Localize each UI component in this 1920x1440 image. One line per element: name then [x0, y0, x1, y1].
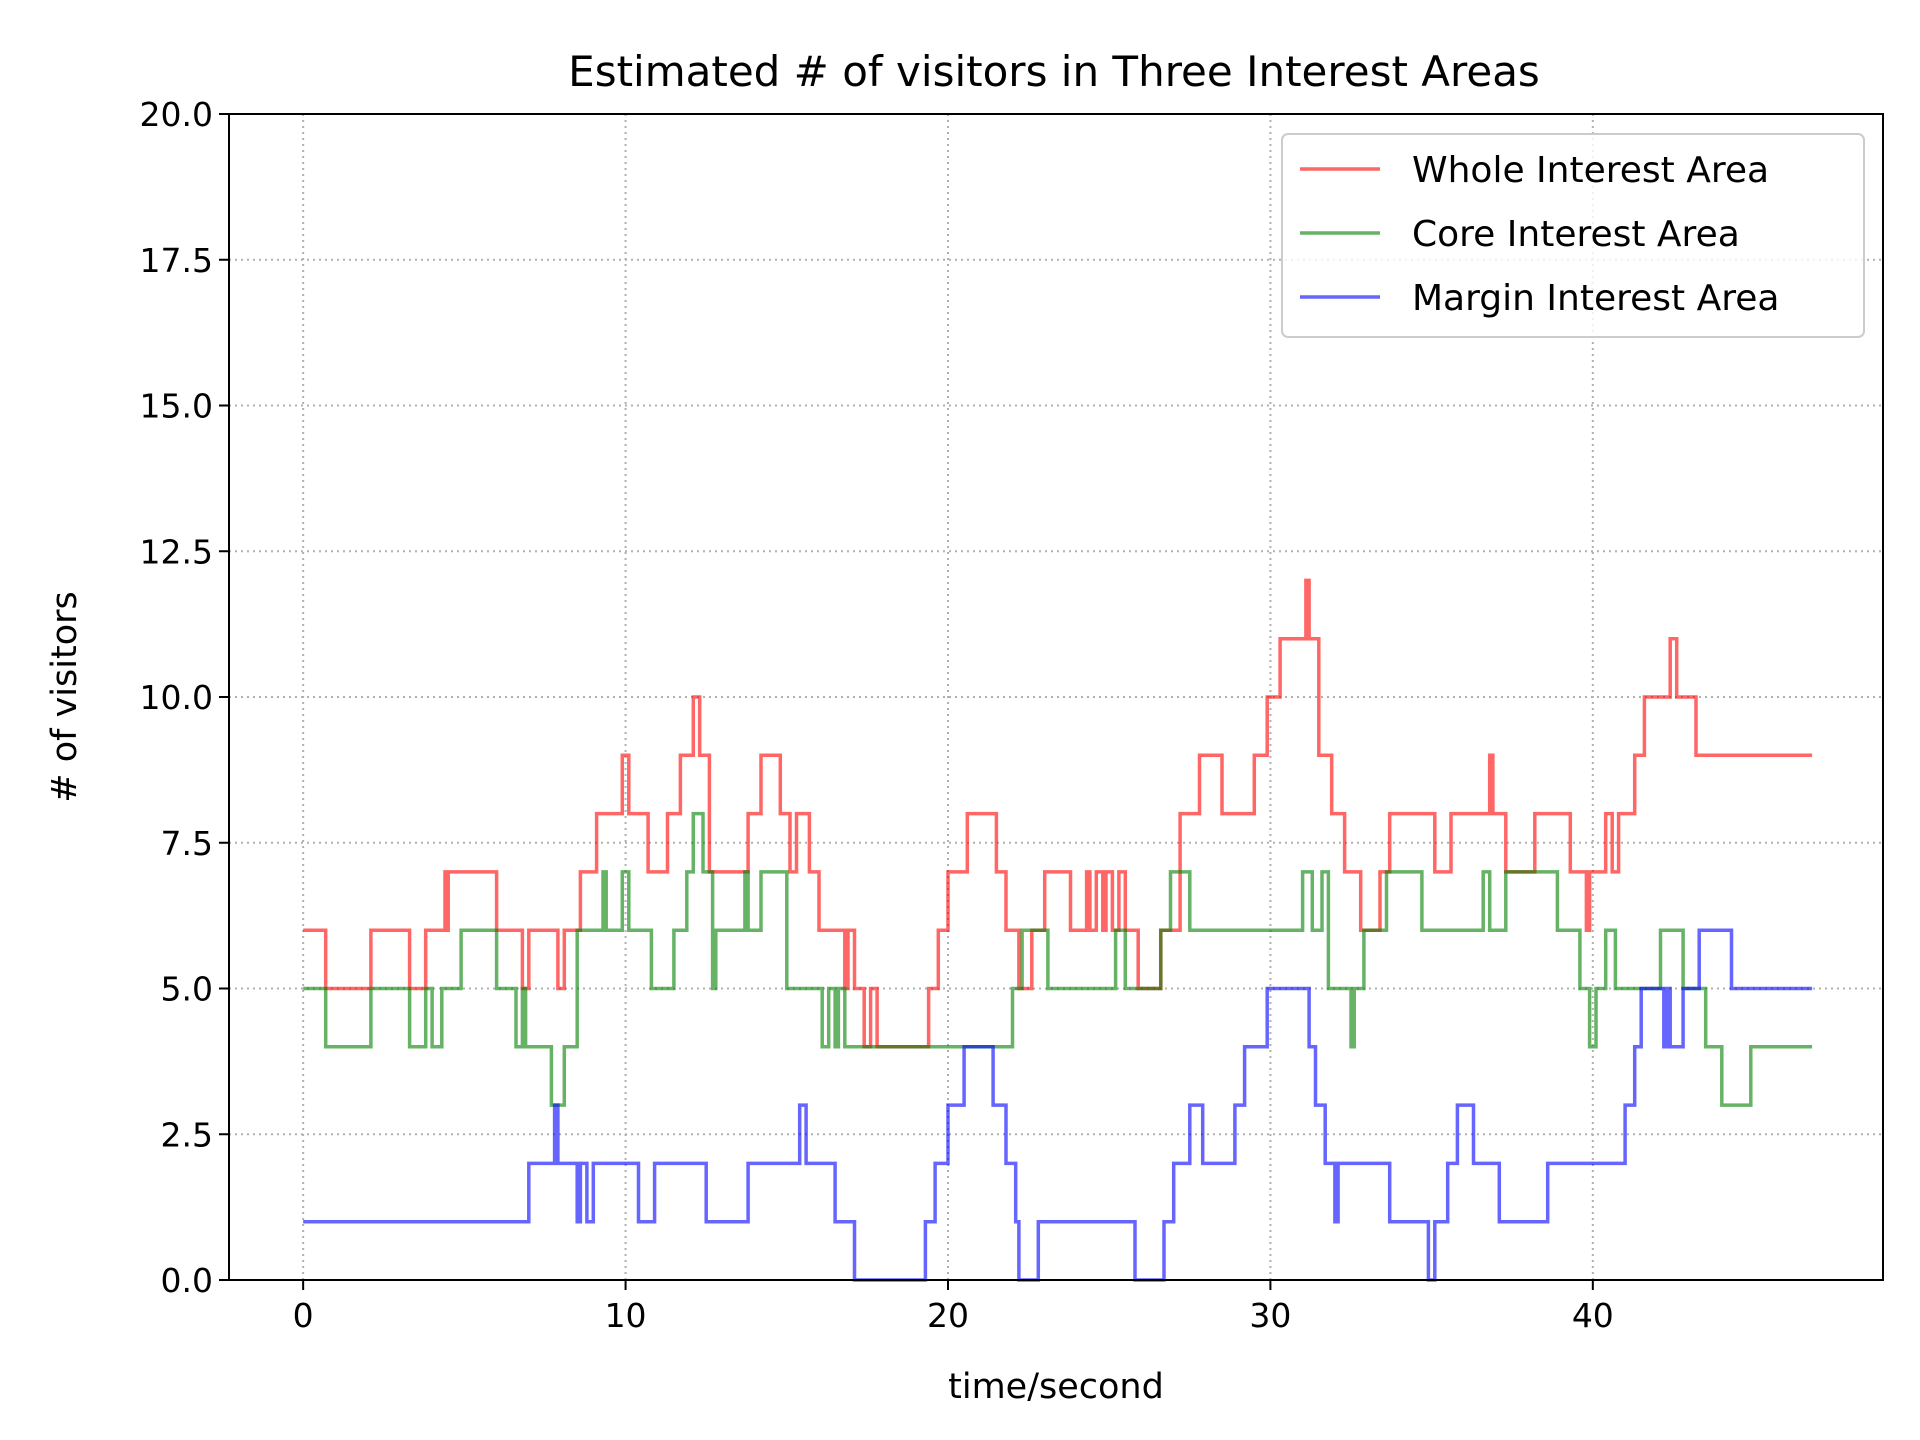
- x-tick-label: 10: [605, 1296, 647, 1335]
- y-tick-label: 5.0: [161, 970, 213, 1009]
- y-axis-title: # of visitors: [45, 591, 85, 802]
- legend-label: Core Interest Area: [1412, 214, 1740, 255]
- legend-label: Whole Interest Area: [1412, 150, 1769, 191]
- series-group: [303, 578, 1813, 1282]
- series-line-margin-interest-area: [303, 928, 1813, 1282]
- x-tick-label: 30: [1249, 1296, 1291, 1335]
- legend-label: Margin Interest Area: [1412, 278, 1779, 319]
- series-line-core-interest-area: [303, 811, 1813, 1107]
- x-tick-label: 40: [1572, 1296, 1614, 1335]
- y-tick-label: 2.5: [161, 1115, 213, 1154]
- legend: Whole Interest Area Core Interest Area Mar…: [1281, 133, 1865, 338]
- axis-ticks: 0 10 20 30 40 0.0 2.5 5.0 7.5 10.0 12.5 15.0 17.5 20.…: [140, 95, 1614, 1335]
- y-tick-label: 17.5: [140, 241, 213, 280]
- x-axis-title: time/second: [948, 1367, 1164, 1407]
- x-tick-label: 20: [927, 1296, 969, 1335]
- y-tick-label: 7.5: [161, 824, 213, 863]
- chart-title: Estimated # of visitors in Three Interes…: [568, 47, 1540, 96]
- x-tick-label: 0: [293, 1296, 314, 1335]
- y-tick-label: 20.0: [140, 95, 213, 134]
- legend-box: [1281, 133, 1865, 338]
- y-tick-label: 0.0: [161, 1261, 213, 1300]
- y-tick-label: 15.0: [140, 387, 213, 426]
- y-tick-label: 12.5: [140, 532, 213, 571]
- y-tick-label: 10.0: [140, 678, 213, 717]
